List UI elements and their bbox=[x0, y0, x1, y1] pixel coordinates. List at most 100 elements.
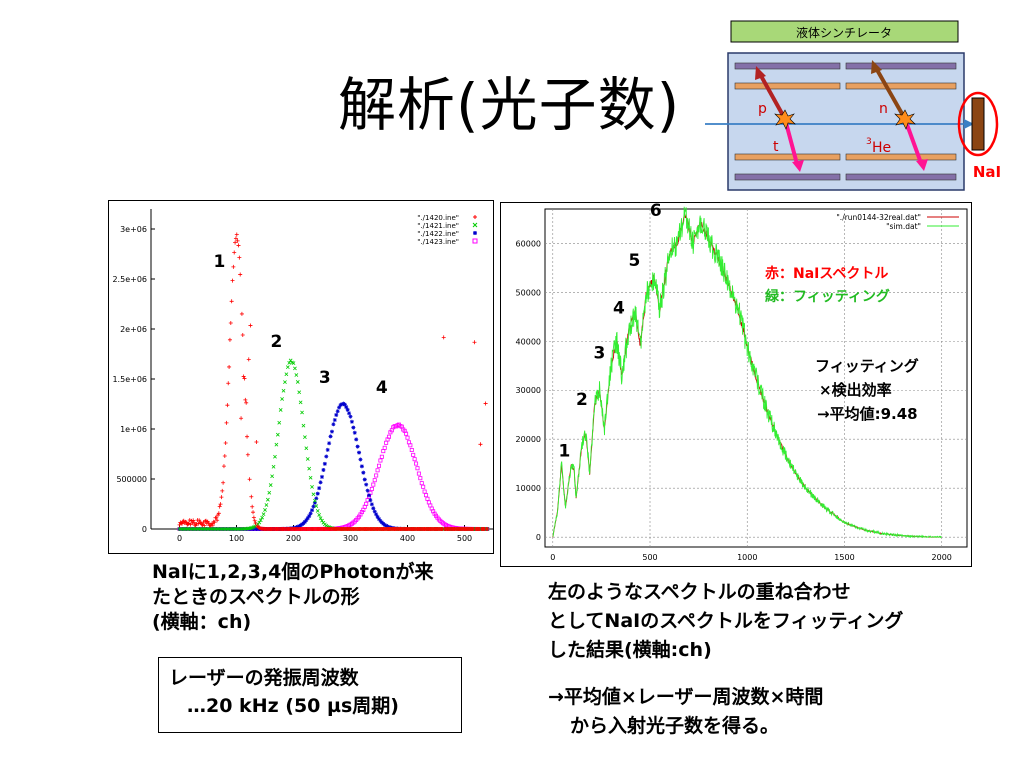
left-series-point bbox=[211, 519, 216, 524]
left-series-point bbox=[312, 498, 317, 503]
left-series-point bbox=[381, 449, 386, 454]
left-series-point bbox=[230, 527, 235, 531]
left-series-point bbox=[342, 402, 347, 407]
left-series-point bbox=[277, 420, 282, 425]
right-y-tick-label: 30000 bbox=[516, 386, 541, 395]
left-series-point bbox=[210, 523, 215, 528]
left-legend: "./1420.ine""./1421.ine""./1422.ine""./1… bbox=[417, 214, 478, 246]
left-series-point bbox=[264, 503, 269, 507]
left-series-point bbox=[216, 527, 220, 531]
left-series-point bbox=[214, 515, 219, 520]
left-series-point bbox=[203, 519, 208, 524]
left-series-point bbox=[183, 519, 188, 524]
left-series-point bbox=[312, 500, 317, 505]
left-y-tick-label: 1.5e+06 bbox=[112, 375, 147, 384]
laser-box-line: レーザーの発振周波数 bbox=[169, 667, 359, 689]
slide-title: 解析(光子数) bbox=[338, 71, 681, 139]
left-series-point bbox=[217, 527, 222, 531]
left-series-point bbox=[365, 488, 370, 493]
left-series-point bbox=[351, 425, 356, 430]
left-series-point bbox=[302, 519, 307, 524]
left-series-point bbox=[367, 493, 372, 498]
left-series-point bbox=[337, 405, 342, 410]
left-series-point bbox=[327, 441, 332, 446]
left-series-point bbox=[267, 490, 272, 495]
left-series-point bbox=[231, 264, 236, 269]
left-series-point bbox=[339, 402, 344, 407]
left-series-point bbox=[216, 511, 221, 516]
left-peak-label: 3 bbox=[319, 368, 331, 388]
left-x-tick-label: 100 bbox=[229, 534, 244, 543]
left-x-tick-label: 400 bbox=[400, 534, 415, 543]
left-series-point bbox=[371, 506, 376, 511]
left-series-point bbox=[295, 380, 300, 384]
left-series-point bbox=[311, 504, 316, 509]
left-series-point bbox=[324, 454, 329, 459]
right-chart-frame: 0 10000 20000 30000 40000 50000 60000 0 500 1000 1… bbox=[500, 201, 972, 567]
left-series-point bbox=[310, 485, 314, 489]
left-series-point bbox=[233, 236, 238, 241]
left-series-point bbox=[232, 250, 237, 255]
left-series-point bbox=[261, 512, 266, 517]
right-series-sim bbox=[552, 206, 942, 539]
right-y-tick-label: 0 bbox=[536, 533, 541, 542]
left-series-point bbox=[235, 238, 240, 243]
left-series-point bbox=[376, 463, 381, 468]
annotation-red: 赤：NaIスペクトル bbox=[765, 266, 888, 282]
left-series-point bbox=[404, 431, 409, 436]
left-series-point bbox=[212, 520, 217, 525]
left-series-point bbox=[315, 491, 320, 496]
left-series-point bbox=[416, 471, 421, 476]
left-series-point bbox=[207, 527, 212, 531]
left-caption-line: たときのスペクトルの形 bbox=[152, 586, 360, 608]
right-legend-label: "sim.dat" bbox=[886, 222, 921, 231]
left-series-point bbox=[186, 521, 191, 526]
left-series-point bbox=[414, 461, 419, 466]
left-series-point bbox=[285, 365, 290, 370]
left-series-point bbox=[230, 278, 235, 283]
left-series-point bbox=[201, 527, 206, 531]
left-series-point bbox=[221, 464, 226, 469]
left-peak-label: 1 bbox=[213, 252, 225, 272]
left-series-point bbox=[268, 483, 273, 487]
left-series-point bbox=[421, 484, 426, 489]
left-series-point bbox=[274, 442, 279, 447]
left-legend-marker bbox=[472, 222, 478, 228]
left-series-point bbox=[425, 496, 430, 501]
left-series-point bbox=[202, 523, 207, 528]
left-series-point bbox=[191, 527, 196, 531]
left-series-point bbox=[238, 272, 243, 277]
laser-frequency-box: レーザーの発振周波数 …20 kHz (50 µs周期) bbox=[158, 657, 462, 733]
left-series-point bbox=[355, 444, 360, 449]
left-series-point bbox=[186, 527, 190, 531]
left-y-tick-label: 1e+06 bbox=[120, 425, 147, 434]
left-series-point bbox=[217, 504, 222, 509]
left-series-point bbox=[246, 357, 251, 362]
left-peak-label: 4 bbox=[376, 378, 388, 398]
left-series-point bbox=[199, 522, 204, 527]
left-series-point bbox=[307, 514, 312, 519]
left-series-point bbox=[225, 403, 230, 408]
left-series-point bbox=[181, 527, 186, 531]
left-series-point bbox=[344, 405, 349, 410]
left-series-point bbox=[190, 527, 195, 531]
fit-note-line: ×検出効率 bbox=[819, 381, 892, 399]
left-series-point bbox=[224, 420, 229, 425]
n-arrow bbox=[874, 67, 907, 120]
left-series-point bbox=[253, 521, 258, 526]
right-caption-line: した結果(横軸:ch) bbox=[548, 639, 712, 661]
left-series-point bbox=[226, 527, 230, 531]
laser-box-line: …20 kHz (50 µs周期) bbox=[187, 695, 399, 717]
left-legend-label: "./1422.ine" bbox=[417, 230, 459, 238]
left-series-point bbox=[347, 411, 352, 416]
left-series-point bbox=[260, 515, 265, 520]
left-series-point bbox=[320, 474, 324, 479]
left-series-point bbox=[284, 372, 289, 377]
left-series-point bbox=[180, 521, 185, 526]
left-series-point bbox=[244, 400, 249, 405]
left-series-point bbox=[325, 447, 330, 452]
left-series-point bbox=[213, 527, 218, 531]
left-series-point bbox=[224, 527, 229, 531]
left-series-point bbox=[242, 376, 247, 381]
right-y-tick-label: 20000 bbox=[516, 435, 541, 444]
